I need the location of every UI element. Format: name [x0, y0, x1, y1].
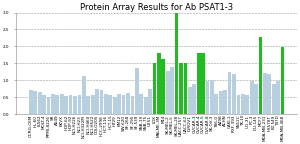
Bar: [69, 94, 73, 114]
Bar: [184, 63, 187, 114]
Bar: [95, 89, 99, 114]
Bar: [170, 67, 174, 114]
Bar: [47, 96, 50, 114]
Bar: [135, 68, 139, 114]
Bar: [179, 63, 183, 114]
Bar: [29, 90, 33, 114]
Bar: [236, 94, 240, 114]
Bar: [148, 89, 152, 114]
Bar: [201, 53, 205, 114]
Bar: [214, 94, 218, 114]
Bar: [245, 94, 249, 114]
Bar: [153, 63, 156, 114]
Bar: [161, 59, 165, 114]
Bar: [192, 84, 196, 114]
Bar: [109, 94, 112, 114]
Bar: [250, 81, 253, 114]
Bar: [86, 95, 90, 114]
Bar: [122, 94, 125, 114]
Bar: [91, 94, 94, 114]
Bar: [166, 71, 169, 114]
Bar: [254, 84, 258, 114]
Bar: [113, 96, 117, 114]
Bar: [82, 76, 86, 114]
Bar: [281, 47, 284, 114]
Bar: [241, 94, 245, 114]
Bar: [259, 37, 262, 114]
Bar: [60, 94, 64, 114]
Bar: [228, 72, 232, 114]
Bar: [51, 94, 55, 114]
Bar: [267, 74, 271, 114]
Bar: [157, 53, 161, 114]
Bar: [78, 94, 81, 114]
Bar: [276, 81, 280, 114]
Bar: [219, 91, 223, 114]
Bar: [144, 96, 148, 114]
Bar: [232, 74, 236, 114]
Bar: [33, 91, 37, 114]
Bar: [188, 87, 192, 114]
Bar: [272, 84, 276, 114]
Bar: [104, 94, 108, 114]
Bar: [210, 80, 214, 114]
Bar: [197, 53, 200, 114]
Bar: [64, 95, 68, 114]
Bar: [206, 81, 209, 114]
Bar: [140, 94, 143, 114]
Title: Protein Array Results for Ab PSAT1-3: Protein Array Results for Ab PSAT1-3: [80, 3, 233, 12]
Bar: [42, 94, 46, 114]
Bar: [175, 13, 178, 114]
Bar: [130, 95, 134, 114]
Bar: [38, 92, 42, 114]
Bar: [56, 94, 59, 114]
Bar: [263, 73, 267, 114]
Bar: [73, 95, 77, 114]
Bar: [126, 93, 130, 114]
Bar: [223, 90, 227, 114]
Bar: [117, 94, 121, 114]
Bar: [100, 90, 104, 114]
